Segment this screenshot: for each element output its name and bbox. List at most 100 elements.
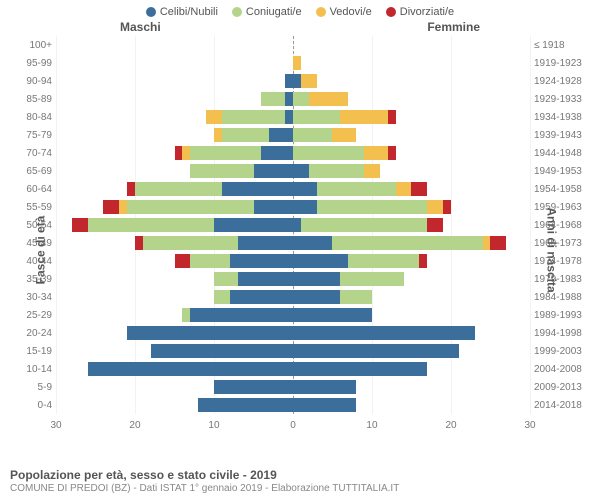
bar-segment bbox=[135, 236, 143, 250]
bar-segment bbox=[301, 74, 317, 88]
bar-segment bbox=[238, 272, 293, 286]
birth-year-label: 1974-1978 bbox=[534, 256, 596, 267]
chart-footer: Popolazione per età, sesso e stato civil… bbox=[10, 468, 590, 494]
male-bar bbox=[56, 398, 293, 412]
male-bar bbox=[56, 326, 293, 340]
male-bar bbox=[56, 380, 293, 394]
bar-segment bbox=[309, 164, 364, 178]
age-row: 25-291989-1993 bbox=[56, 306, 530, 324]
age-label: 40-44 bbox=[12, 256, 52, 267]
birth-year-label: 1959-1963 bbox=[534, 202, 596, 213]
bar-segment bbox=[103, 200, 119, 214]
female-bar bbox=[293, 308, 530, 322]
bar-segment bbox=[285, 92, 293, 106]
bar-segment bbox=[293, 182, 317, 196]
age-label: 80-84 bbox=[12, 112, 52, 123]
bar-segment bbox=[269, 128, 293, 142]
male-bar bbox=[56, 272, 293, 286]
male-bar bbox=[56, 308, 293, 322]
age-label: 15-19 bbox=[12, 346, 52, 357]
x-tick: 20 bbox=[445, 420, 456, 431]
bar-segment bbox=[293, 218, 301, 232]
bar-segment bbox=[206, 110, 222, 124]
bar-segment bbox=[198, 398, 293, 412]
bar-segment bbox=[143, 236, 238, 250]
bar-segment bbox=[332, 128, 356, 142]
female-bar bbox=[293, 146, 530, 160]
bar-segment bbox=[340, 290, 372, 304]
bar-segment bbox=[490, 236, 506, 250]
bar-segment bbox=[293, 290, 340, 304]
birth-year-label: 1919-1923 bbox=[534, 58, 596, 69]
age-row: 0-42014-2018 bbox=[56, 396, 530, 414]
age-row: 45-491969-1973 bbox=[56, 234, 530, 252]
bar-segment bbox=[293, 326, 475, 340]
bar-segment bbox=[293, 344, 459, 358]
bar-segment bbox=[293, 380, 356, 394]
x-axis: 3020100102030 bbox=[56, 418, 530, 440]
male-bar bbox=[56, 110, 293, 124]
female-label: Femmine bbox=[427, 20, 480, 34]
female-bar bbox=[293, 290, 530, 304]
bar-segment bbox=[214, 290, 230, 304]
legend-item: Celibi/Nubili bbox=[146, 6, 218, 18]
age-row: 35-391979-1983 bbox=[56, 270, 530, 288]
x-tick: 0 bbox=[290, 420, 296, 431]
bar-segment bbox=[238, 236, 293, 250]
age-row: 50-541964-1968 bbox=[56, 216, 530, 234]
bar-segment bbox=[301, 218, 427, 232]
bar-segment bbox=[135, 182, 222, 196]
bar-segment bbox=[222, 128, 269, 142]
male-bar bbox=[56, 74, 293, 88]
bar-segment bbox=[364, 164, 380, 178]
age-row: 10-142004-2008 bbox=[56, 360, 530, 378]
age-label: 90-94 bbox=[12, 76, 52, 87]
legend-label: Celibi/Nubili bbox=[160, 6, 218, 18]
bar-segment bbox=[364, 146, 388, 160]
birth-year-label: 1979-1983 bbox=[534, 274, 596, 285]
gender-header: Maschi Femmine bbox=[0, 20, 600, 34]
bar-segment bbox=[190, 308, 293, 322]
birth-year-label: 1964-1968 bbox=[534, 220, 596, 231]
x-tick: 20 bbox=[129, 420, 140, 431]
male-bar bbox=[56, 128, 293, 142]
age-row: 40-441974-1978 bbox=[56, 252, 530, 270]
bar-segment bbox=[72, 218, 88, 232]
age-row: 100+≤ 1918 bbox=[56, 36, 530, 54]
birth-year-label: 1994-1998 bbox=[534, 328, 596, 339]
male-bar bbox=[56, 164, 293, 178]
female-bar bbox=[293, 182, 530, 196]
birth-year-label: 1999-2003 bbox=[534, 346, 596, 357]
bar-segment bbox=[175, 254, 191, 268]
chart-title: Popolazione per età, sesso e stato civil… bbox=[10, 468, 590, 482]
bar-segment bbox=[88, 218, 214, 232]
age-row: 80-841934-1938 bbox=[56, 108, 530, 126]
male-label: Maschi bbox=[120, 20, 161, 34]
x-tick: 10 bbox=[208, 420, 219, 431]
bar-segment bbox=[411, 182, 427, 196]
bar-segment bbox=[317, 200, 428, 214]
bar-segment bbox=[254, 200, 293, 214]
female-bar bbox=[293, 164, 530, 178]
bar-segment bbox=[127, 200, 253, 214]
bar-segment bbox=[427, 218, 443, 232]
bar-segment bbox=[443, 200, 451, 214]
legend-label: Divorziati/e bbox=[400, 6, 454, 18]
female-bar bbox=[293, 326, 530, 340]
bar-segment bbox=[483, 236, 491, 250]
bar-segment bbox=[317, 182, 396, 196]
birth-year-label: 2014-2018 bbox=[534, 400, 596, 411]
bar-segment bbox=[293, 308, 372, 322]
bar-segment bbox=[190, 164, 253, 178]
age-label: 25-29 bbox=[12, 310, 52, 321]
female-bar bbox=[293, 398, 530, 412]
bar-segment bbox=[214, 272, 238, 286]
male-bar bbox=[56, 254, 293, 268]
bar-segment bbox=[293, 146, 364, 160]
bar-segment bbox=[293, 200, 317, 214]
birth-year-label: 2009-2013 bbox=[534, 382, 596, 393]
age-row: 5-92009-2013 bbox=[56, 378, 530, 396]
bar-segment bbox=[396, 182, 412, 196]
age-label: 60-64 bbox=[12, 184, 52, 195]
female-bar bbox=[293, 200, 530, 214]
